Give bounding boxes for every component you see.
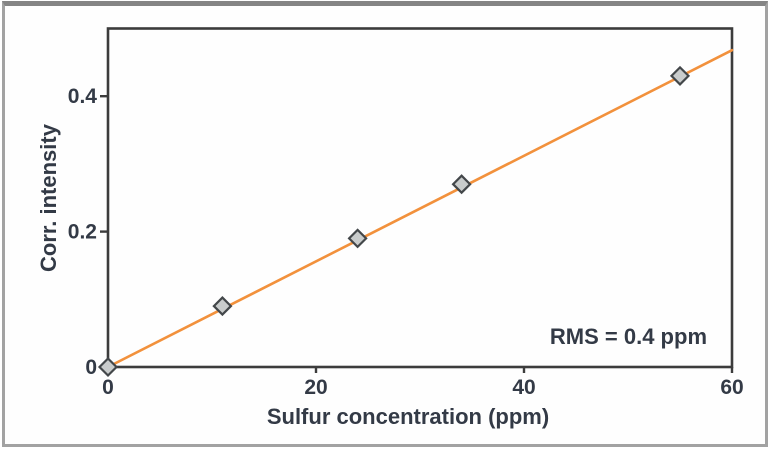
data-point-marker — [347, 228, 368, 249]
x-tick-label: 20 — [304, 376, 327, 399]
x-tick-label: 0 — [102, 376, 114, 399]
data-point-marker — [669, 65, 691, 86]
chart-geometry: 0 20 40 60 0 0.2 0.4 — [68, 27, 744, 399]
x-tick-label: 60 — [720, 376, 743, 399]
plot-border — [106, 27, 734, 369]
y-tick-label: 0.4 — [68, 85, 98, 108]
x-axis-title: Sulfur concentration (ppm) — [267, 404, 549, 429]
y-axis-title: Corr. intensity — [36, 123, 61, 272]
fit-line — [106, 48, 734, 369]
figure-frame — [2, 1, 768, 447]
x-tick-label: 40 — [512, 376, 535, 399]
data-point-marker — [451, 174, 472, 195]
y-tick-label: 0.2 — [68, 221, 97, 244]
rms-annotation: RMS = 0.4 ppm — [550, 324, 707, 349]
data-point-marker — [212, 296, 233, 317]
data-point-marker — [97, 356, 119, 378]
y-tick-label: 0 — [85, 356, 97, 379]
